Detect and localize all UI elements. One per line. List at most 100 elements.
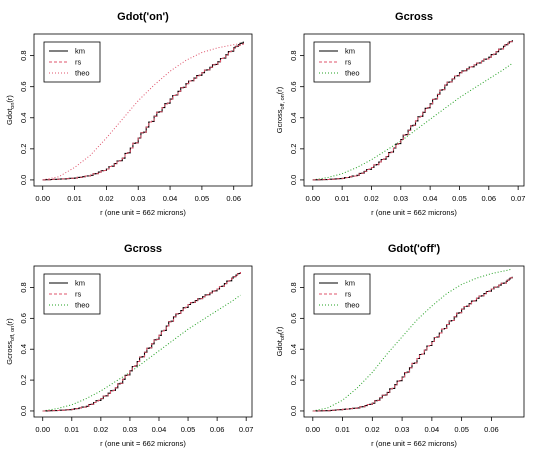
- series-line-theo: [42, 42, 244, 181]
- y-tick-label: 0.0: [289, 406, 298, 416]
- y-axis-label: Gdoton(r): [5, 95, 16, 125]
- y-tick-label: 0.6: [289, 81, 298, 91]
- y-tick-label: 0.0: [19, 406, 28, 416]
- chart-title: Gdot('off'): [388, 243, 441, 255]
- y-tick-label: 0.8: [19, 282, 28, 292]
- legend-box: [43, 41, 101, 83]
- y-tick-label: 0.2: [289, 375, 298, 385]
- legend-box: [43, 273, 101, 315]
- chart-title: Gdot('on'): [117, 11, 169, 23]
- y-axis-label-tail: (r): [275, 326, 284, 334]
- x-tick-label: 0.05: [452, 194, 467, 203]
- x-tick-label: 0.03: [131, 194, 146, 203]
- y-tick-label: 0.4: [19, 344, 28, 354]
- y-tick-label: 0.6: [19, 313, 28, 323]
- x-tick-label: 0.04: [425, 425, 440, 434]
- x-tick-label: 0.04: [152, 425, 167, 434]
- y-axis-label-main: Gcross: [5, 341, 14, 365]
- x-tick-label: 0.04: [163, 194, 178, 203]
- y-axis-label: Gcrossoff, on(r): [275, 86, 286, 133]
- y-tick-label: 0.4: [19, 113, 28, 123]
- y-axis-label-sub: off: [280, 334, 286, 340]
- y-tick-label: 0.0: [289, 175, 298, 185]
- plot-frame: [303, 33, 525, 187]
- series-line-theo: [42, 294, 241, 412]
- y-axis-label-main: Gcross: [275, 109, 284, 133]
- y-axis-label-tail: (r): [5, 95, 14, 103]
- y-axis-label-sub: off, on: [280, 94, 286, 109]
- y-tick-label: 0.8: [289, 50, 298, 60]
- x-tick-label: 0.01: [67, 194, 82, 203]
- y-axis-label-main: Gdot: [5, 108, 14, 125]
- y-axis-label-tail: (r): [275, 86, 284, 94]
- x-tick-label: 0.03: [395, 425, 410, 434]
- legend-label-rs: rs: [75, 58, 81, 67]
- chart-panel-4: Gdot('off') 0.00 0.01 0.02 0.03 0.04 0.05 0.06 r…: [275, 243, 525, 448]
- x-tick-label: 0.07: [511, 194, 526, 203]
- legend-label-theo: theo: [345, 69, 360, 78]
- legend: km rs theo: [43, 41, 101, 83]
- x-tick-label: 0.02: [99, 194, 114, 203]
- series-group: [312, 40, 513, 181]
- legend-box: [313, 41, 371, 83]
- x-tick-label: 0.06: [226, 194, 241, 203]
- series-line-rs: [42, 272, 241, 412]
- x-tick-label: 0.05: [195, 194, 210, 203]
- y-axis-label-sub: off, on: [10, 326, 16, 341]
- x-tick-label: 0.00: [35, 425, 50, 434]
- series-line-rs: [312, 276, 513, 412]
- series-group: [312, 268, 513, 412]
- series-line-rs: [42, 43, 244, 181]
- chart-panel-1: Gdot('on') 0.00 0.01 0.02 0.03 0.04 0.05 0.06 r …: [5, 11, 253, 217]
- chart-panel-2: Gcross 0.00 0.01 0.02 0.03 0.04 0.05 0.06 0.07 r …: [275, 11, 525, 217]
- y-tick-label: 0.4: [289, 344, 298, 354]
- x-tick-label: 0.06: [210, 425, 225, 434]
- y-axis-label-main: Gdot: [275, 339, 284, 356]
- x-tick-label: 0.01: [335, 194, 350, 203]
- series-group: [42, 272, 241, 412]
- plot-frame: [33, 265, 253, 418]
- x-tick-label: 0.00: [35, 194, 50, 203]
- x-tick-label: 0.04: [423, 194, 438, 203]
- legend-box: [313, 273, 371, 315]
- chart-title: Gcross: [395, 11, 433, 23]
- series-line-rs: [312, 40, 513, 181]
- x-axis-label: r (one unit = 662 microns): [371, 208, 457, 217]
- y-axis-label: Gcrossoff, on(r): [5, 318, 16, 365]
- x-axis-label: r (one unit = 662 microns): [100, 439, 186, 448]
- legend: km rs theo: [43, 273, 101, 315]
- legend-label-theo: theo: [345, 301, 360, 310]
- y-axis-label: Gdotoff(r): [275, 326, 286, 356]
- plot-frame: [303, 265, 525, 418]
- x-tick-label: 0.03: [393, 194, 408, 203]
- x-axis-label: r (one unit = 662 microns): [371, 439, 457, 448]
- y-tick-label: 0.6: [19, 81, 28, 91]
- x-tick-label: 0.03: [123, 425, 138, 434]
- y-tick-label: 0.4: [289, 113, 298, 123]
- y-tick-label: 0.2: [19, 144, 28, 154]
- y-tick-label: 0.2: [289, 144, 298, 154]
- legend: km rs theo: [313, 273, 371, 315]
- y-tick-label: 0.8: [289, 282, 298, 292]
- x-tick-label: 0.00: [305, 194, 320, 203]
- legend: km rs theo: [313, 41, 371, 83]
- x-tick-label: 0.05: [181, 425, 196, 434]
- x-tick-label: 0.06: [484, 425, 499, 434]
- y-axis-label-sub: on: [10, 103, 16, 109]
- x-tick-label: 0.01: [64, 425, 79, 434]
- y-tick-label: 0.8: [19, 50, 28, 60]
- x-tick-label: 0.02: [94, 425, 109, 434]
- chart-panel-3: Gcross 0.00 0.01 0.02 0.03 0.04 0.05 0.06 0.07 r …: [5, 243, 253, 448]
- legend-label-rs: rs: [75, 290, 81, 299]
- legend-label-km: km: [75, 279, 85, 288]
- chart-title: Gcross: [124, 243, 162, 255]
- x-tick-label: 0.00: [305, 425, 320, 434]
- legend-label-km: km: [75, 47, 85, 56]
- y-axis-label-tail: (r): [5, 318, 14, 326]
- legend-label-rs: rs: [345, 58, 351, 67]
- x-tick-label: 0.01: [335, 425, 350, 434]
- y-tick-label: 0.2: [19, 375, 28, 385]
- x-tick-label: 0.07: [239, 425, 254, 434]
- plot-frame: [33, 33, 253, 187]
